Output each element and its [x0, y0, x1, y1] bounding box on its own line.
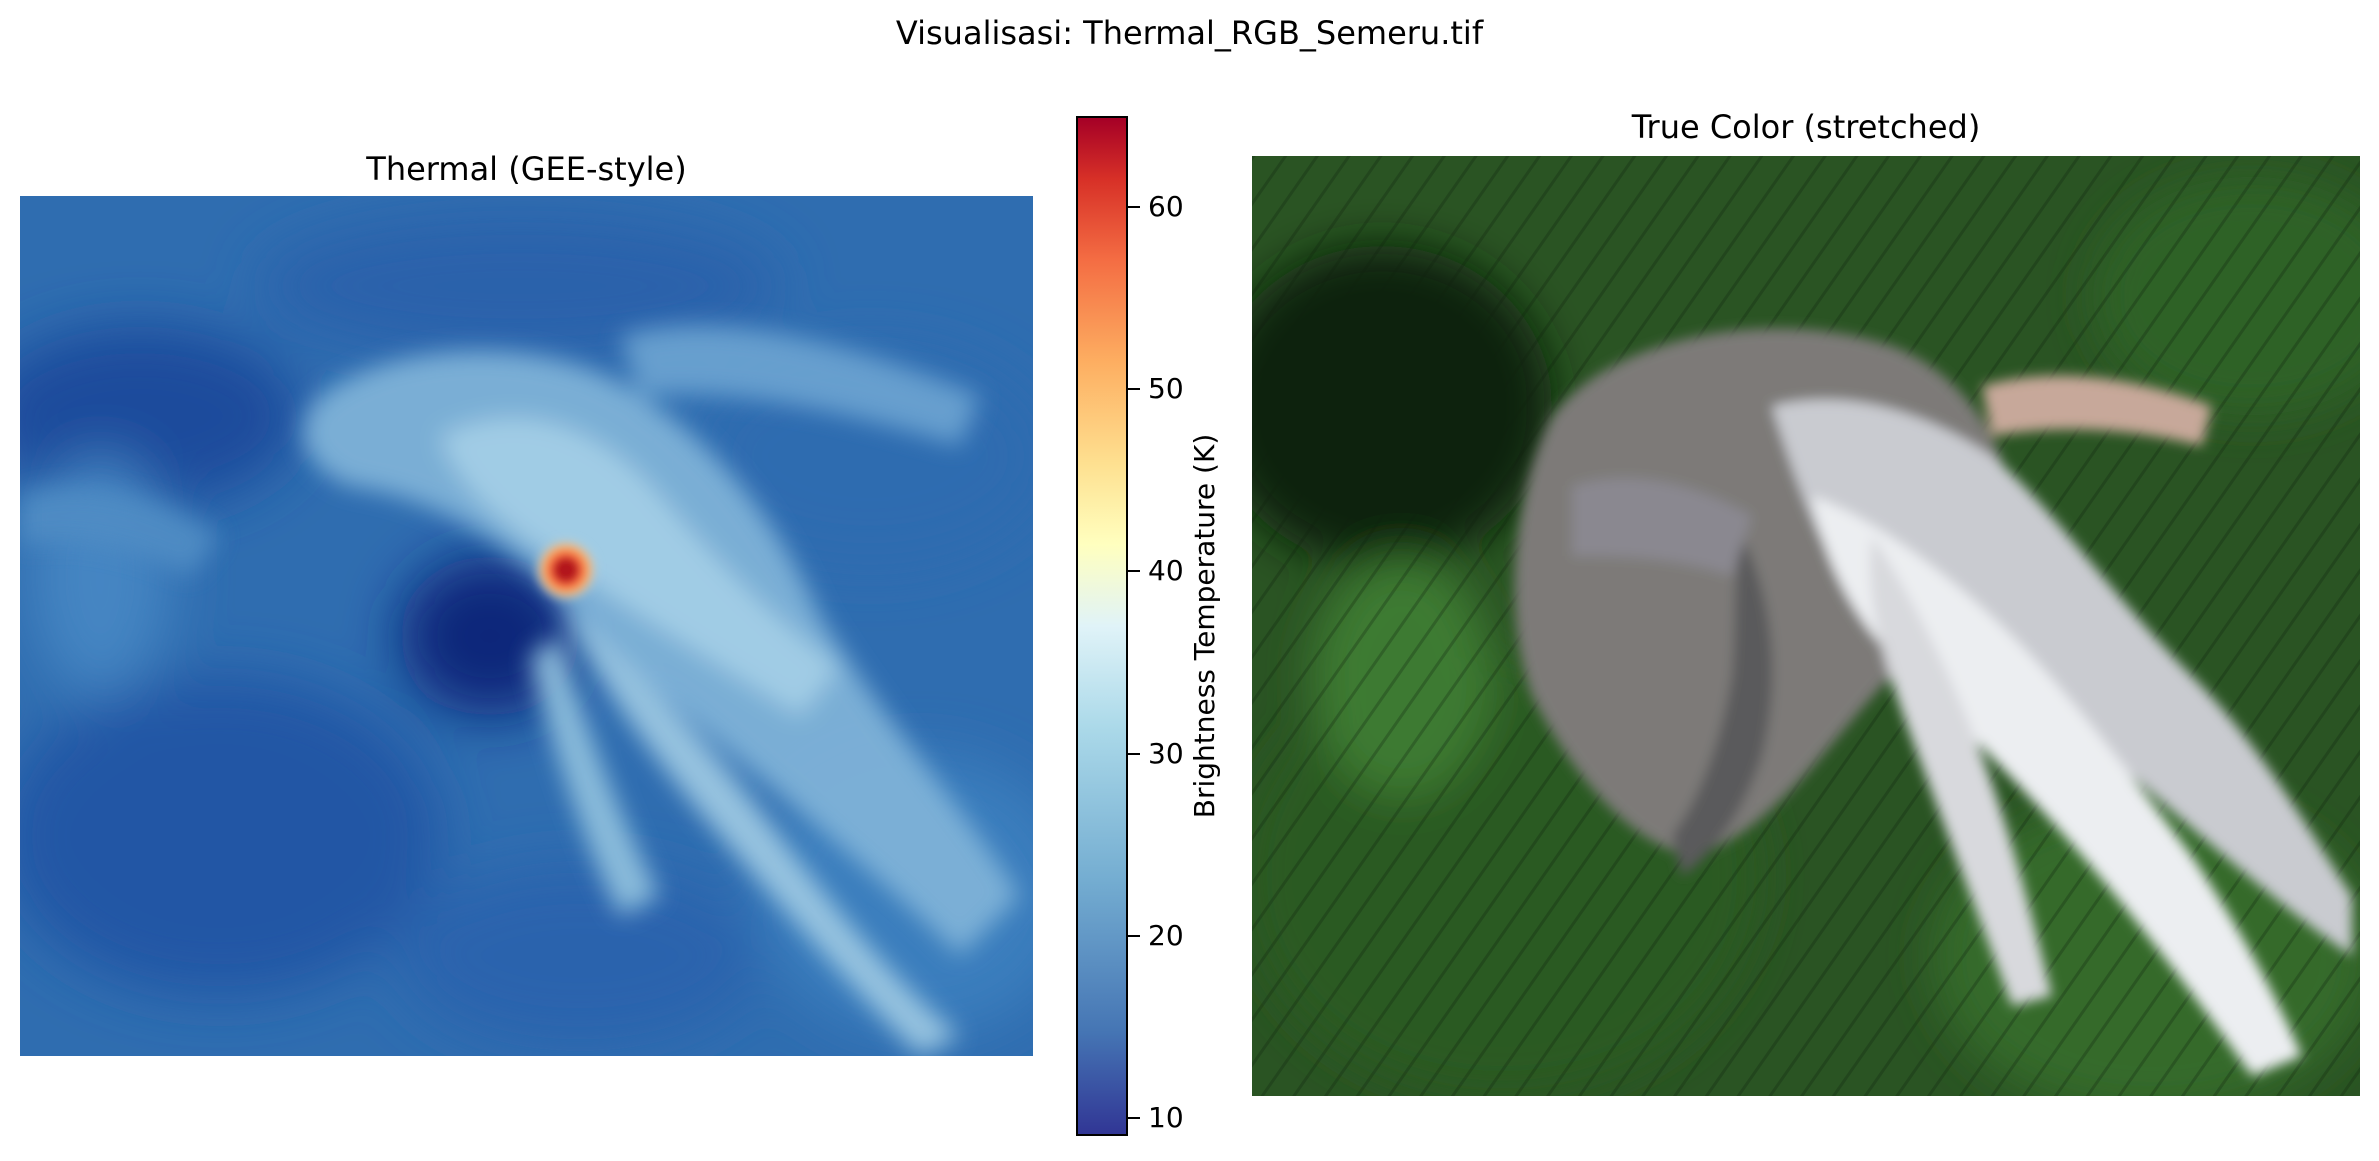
thermal-heatmap-svg: [20, 196, 1033, 1056]
colorbar: [1076, 116, 1128, 1136]
colorbar-tick: [1128, 753, 1140, 755]
thermal-panel-title: Thermal (GEE-style): [20, 150, 1033, 188]
colorbar-label: Brightness Temperature (K): [1188, 346, 1224, 906]
colorbar-tick: [1128, 388, 1140, 390]
colorbar-tick: [1128, 206, 1140, 208]
colorbar-tick-label: 40: [1148, 557, 1184, 585]
truecolor-image: [1252, 156, 2360, 1096]
truecolor-panel-title: True Color (stretched): [1252, 108, 2360, 146]
colorbar-tick-label: 10: [1148, 1104, 1184, 1132]
thermal-heatmap: [20, 196, 1033, 1056]
colorbar-tick-label: 20: [1148, 922, 1184, 950]
colorbar-tick: [1128, 935, 1140, 937]
figure-title: Visualisasi: Thermal_RGB_Semeru.tif: [0, 14, 2379, 52]
colorbar-tick-label: 50: [1148, 375, 1184, 403]
colorbar-tick-label: 30: [1148, 740, 1184, 768]
colorbar-tick: [1128, 570, 1140, 572]
colorbar-tick-label: 60: [1148, 193, 1184, 221]
truecolor-image-svg: [1252, 156, 2360, 1096]
colorbar-tick: [1128, 1117, 1140, 1119]
